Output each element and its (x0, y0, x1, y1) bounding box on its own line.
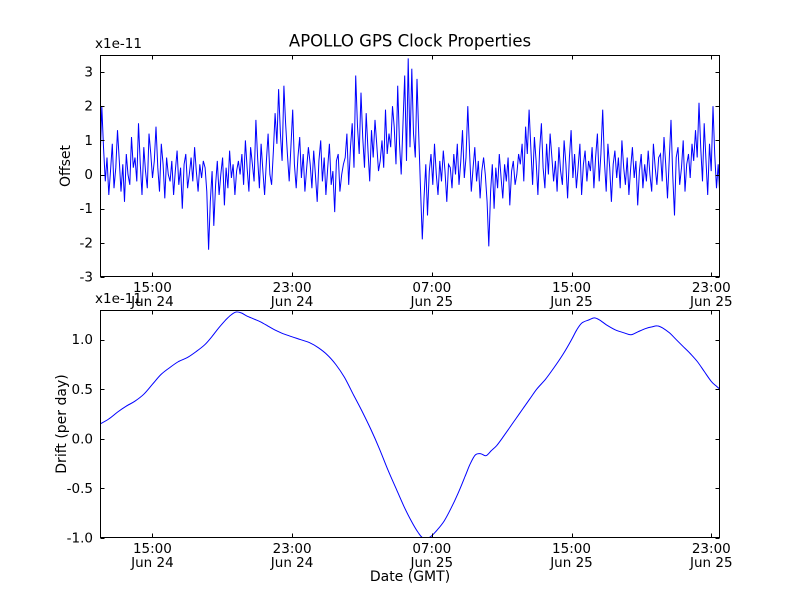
y-tick-label: -1 (80, 201, 93, 217)
offset-series (100, 58, 720, 250)
x-tick-date-label: Jun 24 (130, 555, 174, 571)
y-tick-label: 0.5 (72, 382, 93, 398)
drift-y-axis-label: Drift (per day) (54, 374, 70, 474)
chart-title: APOLLO GPS Clock Properties (288, 31, 532, 51)
y-tick-label: 1.0 (72, 332, 93, 348)
x-tick-time-label: 23:00 (273, 541, 312, 557)
x-tick-date-label: Jun 24 (270, 294, 314, 310)
offset-ticks (100, 55, 720, 278)
y-tick-label: -1.0 (67, 531, 93, 547)
drift-scale-label: x1e-11 (95, 291, 142, 307)
x-tick-time-label: 15:00 (133, 541, 172, 557)
y-tick-label: 0 (84, 167, 93, 183)
y-tick-label: 0.0 (72, 431, 93, 447)
x-tick-date-label: Jun 25 (689, 294, 733, 310)
offset-frame (100, 55, 720, 277)
x-tick-date-label: Jun 25 (549, 555, 593, 571)
x-tick-date-label: Jun 25 (410, 294, 454, 310)
y-tick-label: -2 (80, 235, 93, 251)
y-tick-label: -0.5 (67, 481, 93, 497)
y-tick-label: 1 (84, 133, 93, 149)
x-tick-date-label: Jun 25 (689, 555, 733, 571)
y-tick-label: -3 (80, 270, 93, 286)
x-tick-date-label: Jun 24 (270, 555, 314, 571)
drift-series (100, 311, 720, 538)
x-tick-time-label: 07:00 (412, 541, 451, 557)
drift-frame (100, 310, 720, 538)
x-tick-time-label: 15:00 (133, 280, 172, 296)
drift-ticks (100, 310, 720, 539)
offset-scale-label: x1e-11 (95, 36, 142, 52)
x-tick-time-label: 23:00 (692, 541, 731, 557)
x-tick-time-label: 07:00 (412, 280, 451, 296)
x-tick-time-label: 15:00 (552, 541, 591, 557)
x-tick-time-label: 23:00 (273, 280, 312, 296)
x-tick-date-label: Jun 25 (549, 294, 593, 310)
x-axis-label: Date (GMT) (369, 569, 451, 585)
x-tick-time-label: 15:00 (552, 280, 591, 296)
x-tick-date-label: Jun 24 (130, 294, 174, 310)
x-tick-date-label: Jun 25 (410, 555, 454, 571)
x-tick-time-label: 23:00 (692, 280, 731, 296)
y-tick-label: 3 (84, 65, 93, 81)
offset-y-axis-label: Offset (58, 144, 74, 188)
y-tick-label: 2 (84, 99, 93, 115)
